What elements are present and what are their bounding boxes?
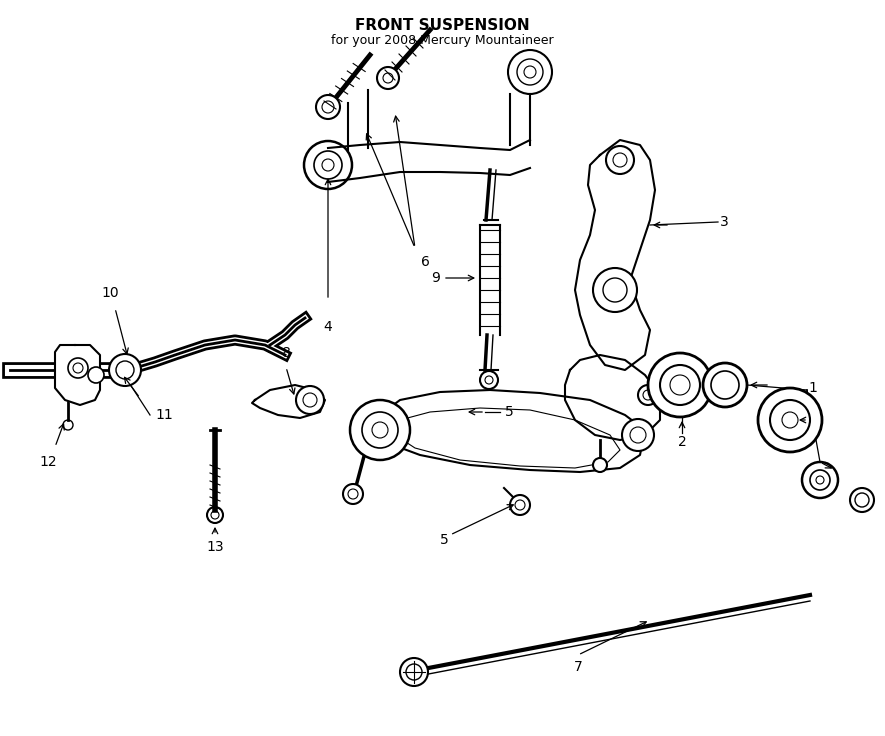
Text: 5: 5 <box>440 533 449 547</box>
Polygon shape <box>565 355 660 440</box>
Text: 1: 1 <box>808 381 817 395</box>
Circle shape <box>510 495 530 515</box>
Text: 12: 12 <box>39 455 57 469</box>
Text: 13: 13 <box>206 540 224 554</box>
Circle shape <box>377 67 399 89</box>
Text: 4: 4 <box>324 320 333 334</box>
Circle shape <box>606 146 634 174</box>
Circle shape <box>480 371 498 389</box>
Text: for your 2008 Mercury Mountaineer: for your 2008 Mercury Mountaineer <box>331 34 553 47</box>
Text: 9: 9 <box>431 271 440 285</box>
Circle shape <box>802 462 838 498</box>
Polygon shape <box>575 140 655 370</box>
Text: FRONT SUSPENSION: FRONT SUSPENSION <box>355 18 529 33</box>
Polygon shape <box>375 390 645 472</box>
Text: 6: 6 <box>420 255 429 269</box>
Circle shape <box>638 385 658 405</box>
Text: 11: 11 <box>155 408 173 422</box>
Circle shape <box>622 419 654 451</box>
Circle shape <box>316 95 340 119</box>
Text: 5: 5 <box>505 405 514 419</box>
Text: 8: 8 <box>281 346 290 360</box>
Circle shape <box>593 458 607 472</box>
Circle shape <box>304 141 352 189</box>
Circle shape <box>703 363 747 407</box>
Circle shape <box>343 484 363 504</box>
Circle shape <box>693 375 711 393</box>
Circle shape <box>648 353 712 417</box>
Circle shape <box>350 400 410 460</box>
Circle shape <box>296 386 324 414</box>
Text: 7: 7 <box>573 660 582 674</box>
Text: 10: 10 <box>101 286 119 300</box>
Circle shape <box>593 268 637 312</box>
Circle shape <box>850 488 874 512</box>
Circle shape <box>88 367 104 383</box>
Polygon shape <box>252 385 325 418</box>
Text: 2: 2 <box>678 435 687 449</box>
Circle shape <box>109 354 141 386</box>
Circle shape <box>68 358 88 378</box>
Circle shape <box>400 658 428 686</box>
Text: 3: 3 <box>720 215 728 229</box>
Polygon shape <box>55 345 100 405</box>
Circle shape <box>508 50 552 94</box>
Circle shape <box>758 388 822 452</box>
